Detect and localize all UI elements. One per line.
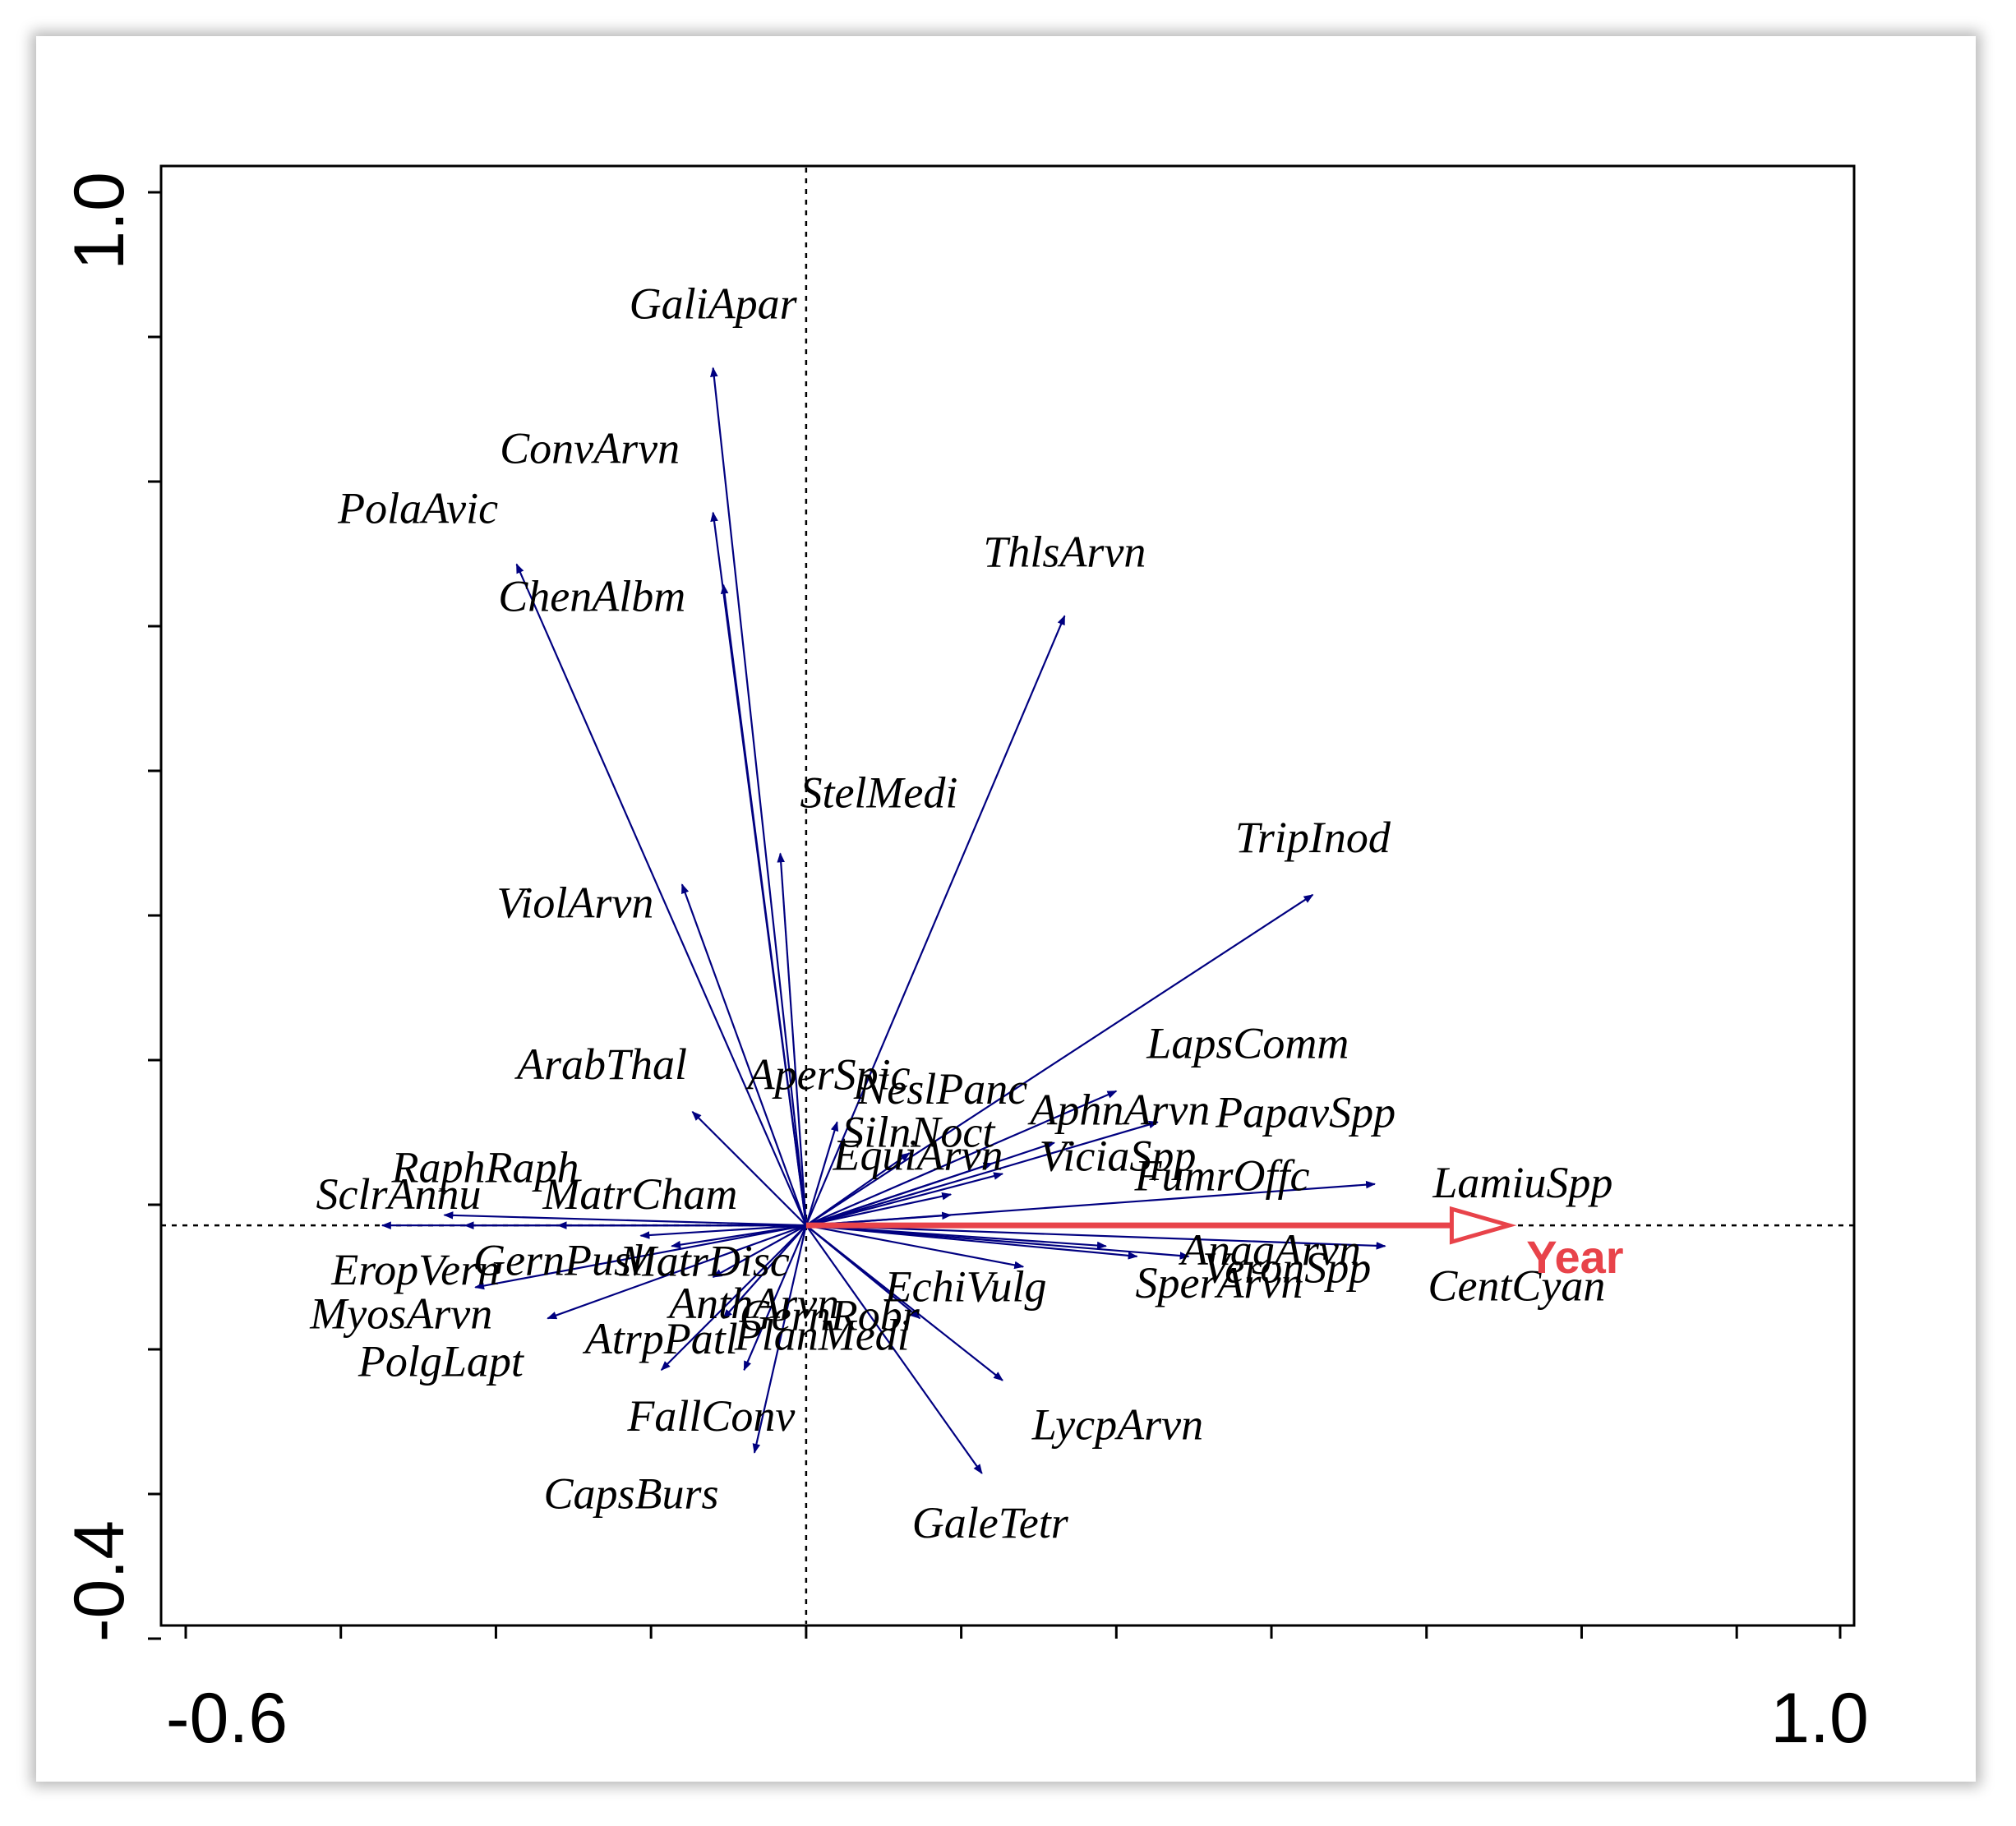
species-arrows [381, 367, 1386, 1474]
species-arrow [547, 1224, 807, 1320]
species-arrow [474, 1224, 807, 1290]
species-label: PapavSpp [1215, 1087, 1396, 1137]
species-arrow [805, 615, 1066, 1226]
species-label: EropVern [330, 1245, 500, 1294]
env-label: Year [1526, 1231, 1623, 1283]
species-arrow [691, 1111, 807, 1226]
species-arrow [680, 883, 807, 1226]
species-label: NeslPanc [856, 1064, 1027, 1114]
species-arrow [805, 893, 1314, 1227]
species-label: LapsComm [1146, 1019, 1349, 1068]
species-arrow [805, 1224, 983, 1474]
species-label: VeronSpp [1202, 1243, 1371, 1292]
species-label: SclrAnnu [316, 1169, 482, 1219]
species-label: PlanMedi [734, 1310, 910, 1359]
species-label: AperSpic [745, 1049, 911, 1099]
env-arrow-head [1449, 1206, 1517, 1245]
species-arrow [805, 1121, 839, 1226]
species-label: ViolArvn [496, 878, 653, 927]
species-label: AnagArvn [1179, 1225, 1361, 1275]
species-arrow [515, 563, 807, 1226]
species-arrow [777, 852, 807, 1226]
species-arrow [743, 1224, 807, 1372]
species-label: TripInod [1235, 813, 1391, 862]
species-label: EquiArvn [833, 1130, 1003, 1179]
species-label: AtrpPatl [583, 1314, 738, 1363]
axis-ticks [148, 191, 1842, 1640]
species-label: RaphRaph [391, 1143, 579, 1192]
species-arrow [752, 1224, 807, 1454]
species-label: PolgLapt [358, 1336, 525, 1386]
species-label: GaleTetr [912, 1498, 1069, 1547]
figure-frame: -0.6 1.0 1.0 -0.4 GaliApar ConvArvn PolaAv… [36, 36, 1976, 1782]
species-arrow [805, 1152, 911, 1227]
species-label: GaliApar [630, 279, 798, 329]
species-arrow [805, 1192, 953, 1227]
species-label: EchiVulg [884, 1261, 1047, 1311]
environmental-arrows: Year [805, 1206, 1624, 1283]
species-arrow [805, 1172, 1004, 1227]
x-tick-label-min: -0.6 [166, 1679, 288, 1758]
species-arrow [805, 1090, 1118, 1227]
species-arrow [443, 1211, 806, 1227]
species-arrow [639, 1224, 806, 1239]
species-arrow [805, 1224, 1386, 1250]
plot-area [159, 164, 1856, 1627]
y-tick-label-max: 1.0 [60, 172, 139, 270]
species-label: AnthArvn [667, 1279, 839, 1328]
species-label: MyosArvn [309, 1289, 492, 1339]
species-label: GernRobr [740, 1290, 920, 1340]
species-label: CapsBurs [543, 1469, 718, 1519]
species-label: StelMedi [800, 768, 957, 818]
species-label: LamiuSpp [1432, 1158, 1612, 1207]
species-arrow [712, 1224, 807, 1278]
ordination-biplot: -0.6 1.0 1.0 -0.4 GaliApar ConvArvnPolaAv… [60, 164, 1869, 1758]
x-tick-label-max: 1.0 [1770, 1679, 1869, 1758]
species-label: ViciaSpp [1039, 1131, 1196, 1180]
reference-lines [161, 168, 1854, 1624]
species-arrow [805, 1224, 1107, 1250]
species-label: ConvArvn [500, 424, 680, 473]
species-arrow [660, 1224, 807, 1371]
species-label: MatrDisc [619, 1236, 790, 1285]
species-arrow [710, 367, 807, 1226]
species-arrow [722, 1224, 807, 1320]
species-label: SperArvn [1135, 1258, 1303, 1307]
species-label: SilnNoct [842, 1108, 996, 1157]
species-arrow [805, 1224, 1003, 1381]
species-label: ArabThal [514, 1040, 687, 1089]
species-label: MatrCham [542, 1169, 737, 1219]
species-label: GernPusl [473, 1236, 644, 1285]
species-label: FumrOffc [1134, 1151, 1310, 1201]
species-arrow [805, 1224, 1025, 1270]
species-label: PolaAvic [337, 484, 498, 533]
species-label: FallConv [626, 1391, 795, 1441]
species-label: ChenAlbm [498, 572, 685, 621]
species-arrow [805, 1120, 1159, 1227]
species-label: ThlsArvn [983, 527, 1146, 576]
y-tick-label-min: -0.4 [60, 1520, 139, 1642]
species-arrow [720, 583, 807, 1226]
species-label: LycpArvn [1031, 1400, 1203, 1450]
species-label: AphnArvn [1027, 1086, 1210, 1135]
species-label: CentCyan [1428, 1261, 1605, 1310]
species-arrow [805, 1141, 1055, 1227]
